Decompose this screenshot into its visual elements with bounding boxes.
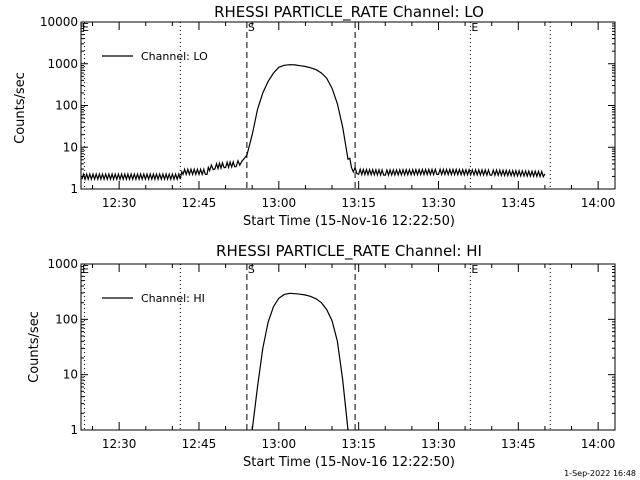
lo-channel-panel: RHESSI PARTICLE_RATE Channel: LO Start T… [13,3,616,229]
lo-chart-title: RHESSI PARTICLE_RATE Channel: LO [214,3,484,22]
lo-corner-marker-label: E [82,21,89,34]
lo-y-tick-label: 100 [55,99,78,113]
hi-channel-panel: RHESSI PARTICLE_RATE Channel: HI Start T… [27,242,616,470]
lo-y-tick-label: 10 [63,140,78,154]
lo-legend-label: Channel: LO [141,50,208,63]
hi-corner-marker-label: E [82,263,89,276]
hi-y-tick-label: 1000 [47,257,78,271]
hi-x-tick-label: 13:15 [341,437,376,451]
hi-x-tick-label: 13:00 [262,437,297,451]
hi-x-tick-label: 12:45 [182,437,217,451]
hi-x-tick-label: 12:30 [102,437,137,451]
lo-x-tick-label: 14:00 [581,196,616,210]
lo-event-marker-label: E [471,21,478,34]
hi-x-tick-label: 13:45 [501,437,536,451]
hi-y-tick-label: 100 [55,312,78,326]
lo-y-axis-label: Counts/sec [13,72,28,144]
hi-x-axis-label: Start Time (15-Nov-16 12:22:50) [243,455,455,470]
lo-x-tick-label: 12:45 [182,196,217,210]
hi-plot-frame [80,263,616,431]
lo-x-tick-label: 13:30 [421,196,456,210]
lo-plot-frame [80,21,616,190]
lo-x-tick-label: 12:30 [102,196,137,210]
date-stamp: 1-Sep-2022 16:48 [564,469,636,478]
lo-x-tick-label: 13:00 [262,196,297,210]
hi-event-marker-label: S [248,263,255,276]
lo-y-tick-label: 1000 [47,57,78,71]
hi-y-tick-label: 10 [63,368,78,382]
hi-legend-label: Channel: HI [141,292,205,305]
hi-y-axis-label: Counts/sec [27,311,42,383]
lo-series-line [81,64,546,182]
hi-y-tick-label: 1 [70,423,78,437]
lo-y-tick-label: 1 [70,182,78,196]
hi-series-line [251,292,349,431]
lo-x-tick-label: 13:15 [341,196,376,210]
hi-x-tick-label: 14:00 [581,437,616,451]
hi-chart-title: RHESSI PARTICLE_RATE Channel: HI [216,242,482,261]
hi-event-marker-label: E [471,263,478,276]
hi-x-tick-label: 13:30 [421,437,456,451]
lo-event-marker-label: S [248,21,255,34]
lo-x-axis-label: Start Time (15-Nov-16 12:22:50) [243,214,455,229]
lo-x-tick-label: 13:45 [501,196,536,210]
lo-y-tick-label: 10000 [40,15,78,29]
